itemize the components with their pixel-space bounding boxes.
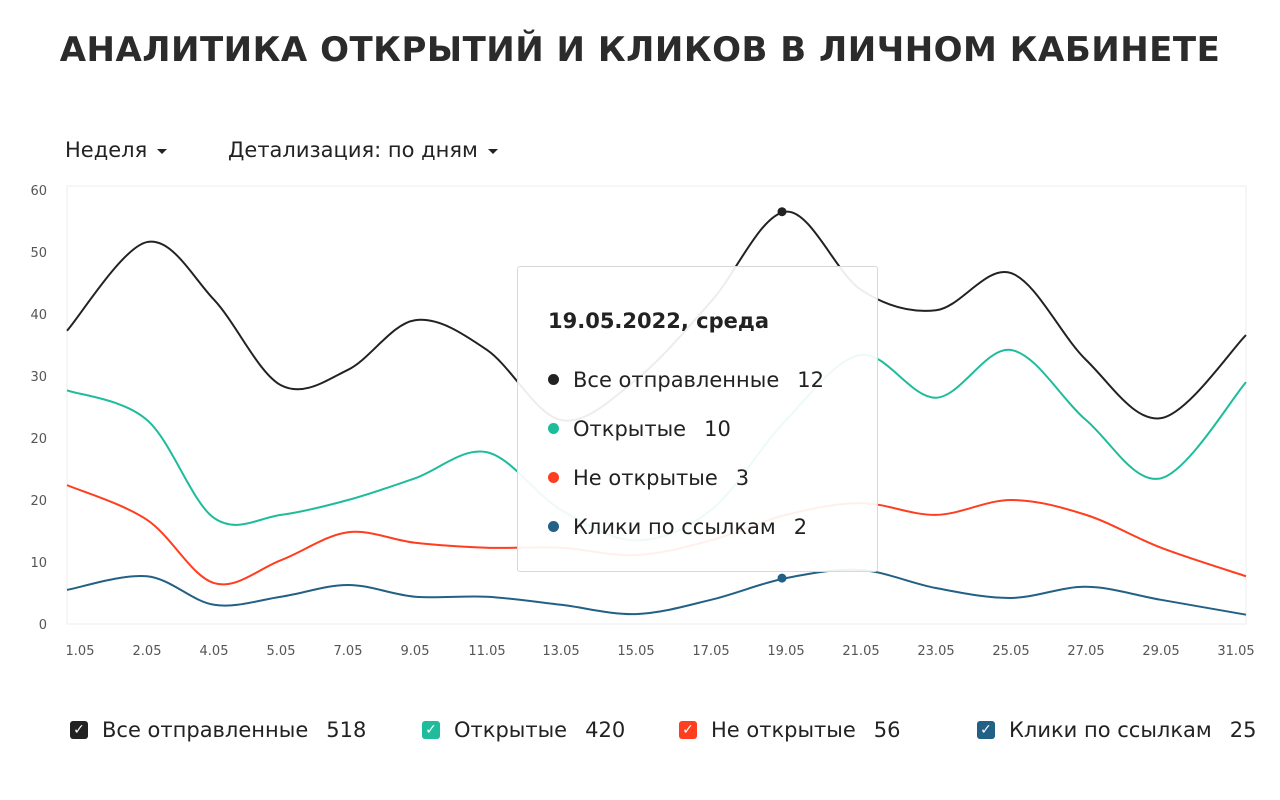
legend-item-opened[interactable]: ✓ Открытые 420	[422, 718, 625, 742]
x-tick-label: 29.05	[1142, 644, 1179, 659]
period-dropdown[interactable]: Неделя	[65, 138, 168, 162]
y-tick-label: 30	[30, 370, 47, 385]
x-tick-label: 15.05	[617, 644, 654, 659]
series-line	[66, 568, 1247, 616]
page-title: АНАЛИТИКА ОТКРЫТИЙ И КЛИКОВ В ЛИЧНОМ КАБ…	[59, 30, 1221, 70]
tooltip-value: 12	[797, 367, 824, 392]
tooltip-title: 19.05.2022, среда	[548, 309, 769, 333]
tooltip-label: Все отправленные	[573, 367, 780, 392]
checkbox-checked-icon[interactable]: ✓	[679, 721, 697, 739]
y-tick-label: 40	[30, 308, 47, 323]
tooltip-row: Не открытые 3	[548, 453, 847, 502]
checkbox-checked-icon[interactable]: ✓	[977, 721, 995, 739]
legend-label: Клики по ссылкам	[1009, 718, 1212, 742]
tooltip-label: Не открытые	[573, 465, 718, 490]
x-tick-label: 7.05	[334, 644, 363, 659]
tooltip-label: Клики по ссылкам	[573, 514, 776, 539]
chart-tooltip: 19.05.2022, среда Все отправленные 12 От…	[517, 266, 878, 572]
x-tick-label: 9.05	[401, 644, 430, 659]
highlight-point	[777, 573, 787, 583]
series-dot-icon	[548, 521, 559, 532]
x-tick-label: 13.05	[542, 644, 579, 659]
series-dot-icon	[548, 374, 559, 385]
x-tick-label: 11.05	[468, 644, 505, 659]
x-tick-label: 4.05	[200, 644, 229, 659]
y-tick-label: 20	[30, 432, 47, 447]
x-tick-label: 23.05	[917, 644, 954, 659]
tooltip-label: Открытые	[573, 416, 687, 441]
legend-total: 420	[585, 718, 626, 742]
x-tick-label: 2.05	[133, 644, 162, 659]
y-tick-label: 60	[30, 184, 47, 199]
highlight-point	[777, 207, 787, 217]
chart-legend: ✓ Все отправленные 518 ✓ Открытые 420 ✓ …	[0, 718, 1280, 748]
legend-item-sent[interactable]: ✓ Все отправленные 518	[70, 718, 366, 742]
x-tick-label: 5.05	[267, 644, 296, 659]
x-tick-label: 21.05	[842, 644, 879, 659]
tooltip-row: Открытые 10	[548, 404, 847, 453]
x-tick-label: 19.05	[767, 644, 804, 659]
checkbox-checked-icon[interactable]: ✓	[422, 721, 440, 739]
legend-label: Открытые	[454, 718, 568, 742]
legend-item-not-opened[interactable]: ✓ Не открытые 56	[679, 718, 901, 742]
caret-down-icon	[487, 148, 498, 154]
checkbox-checked-icon[interactable]: ✓	[70, 721, 88, 739]
series-dot-icon	[548, 423, 559, 434]
tooltip-value: 2	[793, 514, 808, 539]
y-tick-label: 0	[39, 618, 47, 633]
x-tick-label: 31.05	[1217, 644, 1254, 659]
tooltip-row: Все отправленные 12	[548, 355, 847, 404]
x-tick-label: 1.05	[66, 644, 95, 659]
tooltip-value: 10	[704, 416, 731, 441]
y-tick-label: 50	[30, 246, 47, 261]
legend-total: 56	[873, 718, 901, 742]
series-dot-icon	[548, 472, 559, 483]
legend-item-clicks[interactable]: ✓ Клики по ссылкам 25	[977, 718, 1256, 742]
detail-dropdown[interactable]: Детализация: по дням	[228, 138, 498, 162]
x-tick-label: 25.05	[992, 644, 1029, 659]
period-label: Неделя	[65, 138, 148, 162]
caret-down-icon	[157, 148, 168, 154]
plot-area	[66, 185, 1247, 625]
x-tick-label: 17.05	[692, 644, 729, 659]
legend-total: 25	[1229, 718, 1257, 742]
y-tick-label: 10	[30, 556, 47, 571]
detail-label: Детализация: по дням	[228, 138, 478, 162]
legend-label: Не открытые	[711, 718, 856, 742]
tooltip-value: 3	[735, 465, 750, 490]
legend-total: 518	[326, 718, 367, 742]
tooltip-row: Клики по ссылкам 2	[548, 502, 847, 551]
legend-label: Все отправленные	[102, 718, 309, 742]
y-tick-label: 20	[30, 494, 47, 509]
x-tick-label: 27.05	[1067, 644, 1104, 659]
